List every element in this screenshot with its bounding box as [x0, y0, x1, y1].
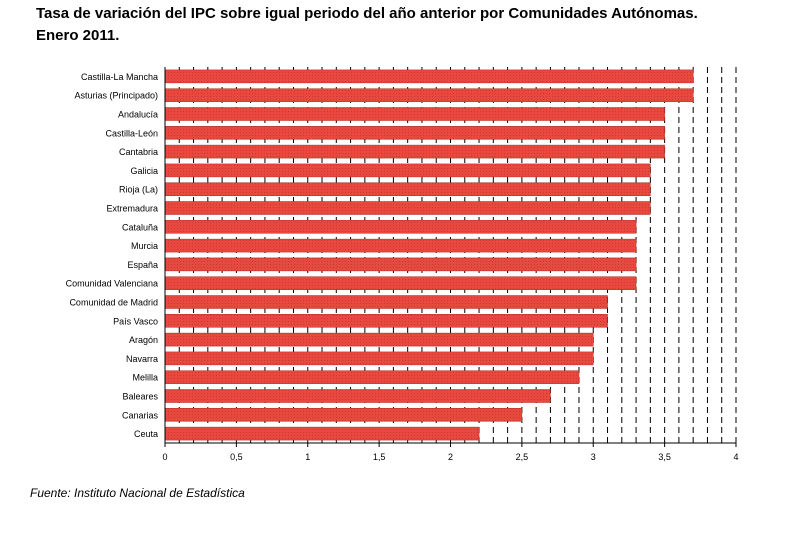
source-note: Fuente: Instituto Nacional de Estadístic…: [30, 486, 245, 500]
category-label: Canarias: [122, 410, 159, 420]
bar: [164, 107, 665, 121]
category-label: País Vasco: [113, 316, 158, 326]
bar: [164, 257, 637, 272]
bar: [164, 370, 580, 384]
bar: [164, 332, 594, 347]
category-label: Aragón: [129, 335, 158, 345]
category-label: Melilla: [132, 373, 158, 383]
x-tick-label: 1,5: [373, 452, 386, 462]
bar-chart: 0 0,5 1 1,5 2 2,5 3 3,5 4 Castilla-La Mancha Astu…: [66, 67, 739, 462]
bar: [164, 238, 637, 253]
category-label: Castilla-León: [105, 128, 158, 138]
x-tick-label: 2: [448, 452, 453, 462]
bar: [164, 163, 651, 178]
x-tick-label: 3: [591, 452, 596, 462]
category-label: Extremadura: [106, 204, 158, 214]
bars: [164, 69, 694, 441]
category-label: Cataluña: [122, 222, 158, 232]
category-label: Comunidad Valenciana: [66, 279, 158, 289]
bar: [164, 408, 523, 422]
bar: [164, 426, 480, 441]
chart-subtitle: Enero 2011.: [36, 27, 120, 44]
bar: [164, 69, 694, 84]
category-label: Murcia: [131, 241, 158, 251]
category-label: Cantabria: [119, 147, 158, 157]
category-label: Castilla-La Mancha: [81, 72, 158, 82]
category-label: España: [127, 260, 158, 270]
grid-lines: [178, 67, 737, 443]
category-label: Baleares: [122, 392, 158, 402]
bar: [164, 182, 651, 196]
bar: [164, 276, 637, 290]
x-tick-label: 3,5: [658, 452, 671, 462]
x-tick-label: 1: [305, 452, 310, 462]
category-label: Galicia: [130, 166, 158, 176]
bar: [164, 314, 608, 328]
x-axis: 0 0,5 1 1,5 2 2,5 3 3,5 4: [162, 67, 739, 462]
bar: [164, 295, 608, 309]
category-labels: Castilla-La Mancha Asturias (Principado) A…: [66, 72, 159, 439]
bar: [164, 144, 665, 159]
category-label: Asturias (Principado): [74, 91, 158, 101]
category-label: Rioja (La): [119, 185, 158, 195]
category-label: Comunidad de Madrid: [69, 298, 158, 308]
bar: [164, 351, 594, 366]
x-tick-label: 0: [162, 452, 167, 462]
bar: [164, 389, 551, 403]
x-tick-label: 2,5: [516, 452, 529, 462]
chart-title: Tasa de variación del IPC sobre igual pe…: [36, 5, 698, 22]
bar: [164, 201, 651, 215]
bar: [164, 88, 694, 102]
x-tick-label: 4: [733, 452, 738, 462]
category-label: Navarra: [126, 354, 158, 364]
bar: [164, 220, 637, 234]
category-label: Ceuta: [134, 429, 158, 439]
category-label: Andalucía: [118, 110, 158, 120]
x-tick-label: 0,5: [230, 452, 243, 462]
bar: [164, 126, 665, 140]
